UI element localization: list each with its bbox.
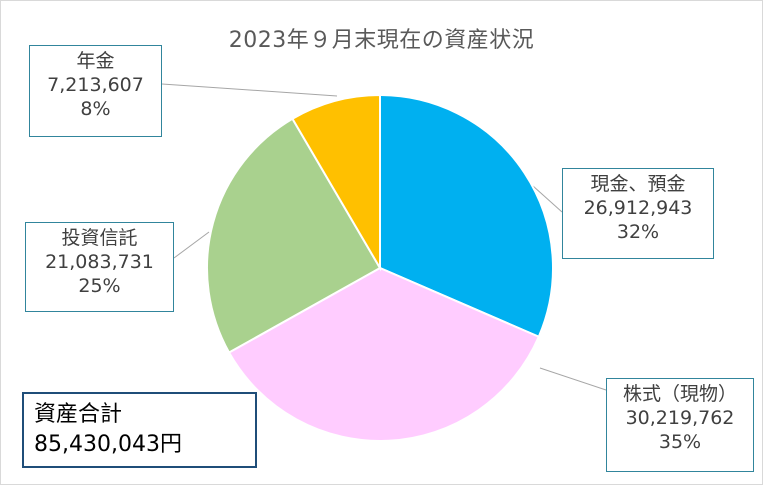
total-assets-box: 資産合計 85,430,043円 bbox=[22, 392, 257, 468]
pie-slices bbox=[206, 93, 554, 442]
slice-label-percent: 8% bbox=[80, 98, 111, 120]
slice-label-pension: 年金 7,213,607 8% bbox=[29, 45, 162, 137]
pie-slice-funds bbox=[206, 117, 382, 354]
slice-label-value: 7,213,607 bbox=[47, 74, 144, 96]
slice-label-funds: 投資信託 21,083,731 25% bbox=[25, 222, 174, 312]
leader-line-stocks bbox=[539, 367, 607, 391]
slice-label-percent: 35% bbox=[658, 431, 702, 453]
slice-label-stocks: 株式（現物） 30,219,762 35% bbox=[606, 378, 754, 472]
chart-title: 2023年９月末現在の資産状況 bbox=[228, 28, 535, 53]
slice-label-value: 21,083,731 bbox=[45, 251, 154, 273]
leader-line-pension bbox=[161, 83, 338, 97]
pie-slice-cash bbox=[379, 93, 554, 339]
slice-label-percent: 25% bbox=[78, 275, 121, 297]
slice-label-name: 投資信託 bbox=[61, 227, 138, 249]
slice-label-name: 年金 bbox=[76, 50, 115, 72]
slice-label-percent: 32% bbox=[616, 221, 660, 243]
slice-label-name: 株式（現物） bbox=[622, 383, 737, 405]
pie-slice-pension bbox=[291, 93, 381, 272]
slice-label-value: 30,219,762 bbox=[625, 407, 735, 429]
slice-label-name: 現金、預金 bbox=[590, 173, 686, 195]
leader-lines bbox=[161, 83, 607, 391]
leader-line-cash bbox=[532, 185, 563, 213]
total-assets-amount: 85,430,043円 bbox=[34, 432, 182, 457]
slice-label-value: 26,912,943 bbox=[583, 197, 693, 219]
total-assets-label: 資産合計 bbox=[34, 402, 123, 427]
leader-line-funds bbox=[173, 231, 210, 259]
pie-slice-stocks bbox=[227, 266, 541, 442]
slice-label-cash: 現金、預金 26,912,943 32% bbox=[562, 168, 714, 259]
